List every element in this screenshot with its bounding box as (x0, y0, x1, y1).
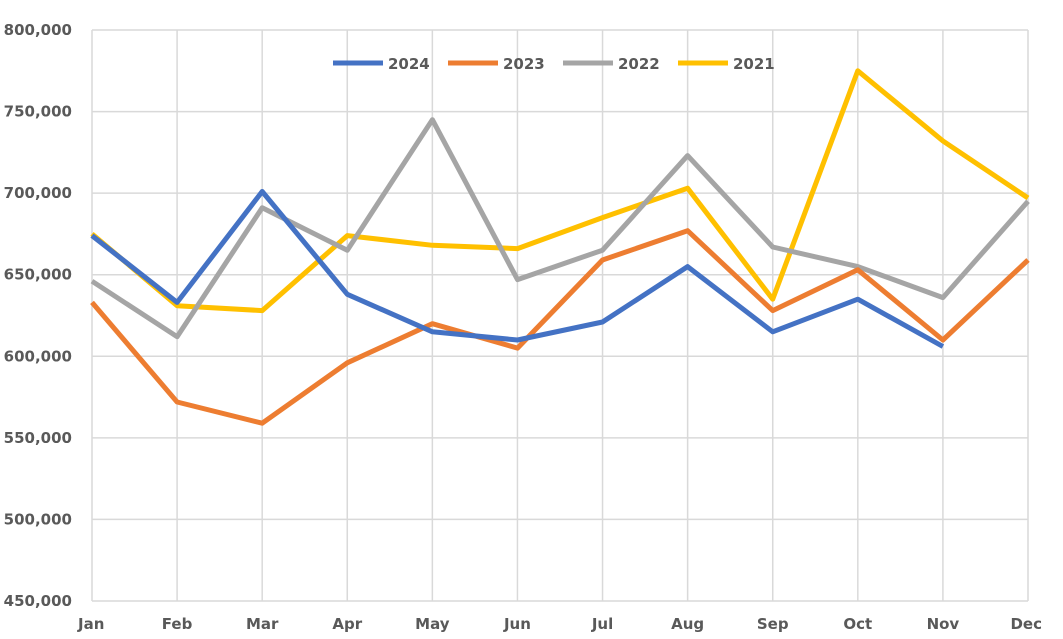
y-tick-label: 650,000 (4, 266, 72, 284)
x-tick-label: Feb (162, 615, 193, 633)
x-axis-tick-labels: Jan Feb Mar Apr May Jun Jul Aug Sep Oct Nov Dec (77, 615, 1042, 633)
y-tick-label: 550,000 (4, 429, 72, 447)
y-tick-label: 500,000 (4, 510, 72, 528)
x-tick-label: Mar (246, 615, 279, 633)
x-tick-label: Nov (927, 615, 960, 633)
series-lines (90, 68, 1030, 426)
y-tick-label: 450,000 (4, 592, 72, 610)
legend-label: 2024 (388, 55, 430, 73)
x-tick-label: Oct (843, 615, 872, 633)
y-tick-label: 600,000 (4, 347, 72, 365)
x-tick-label: May (415, 615, 450, 633)
legend-label: 2021 (733, 55, 775, 73)
x-tick-label: Aug (671, 615, 704, 633)
y-tick-label: 700,000 (4, 184, 72, 202)
chart-grid (91, 29, 1029, 602)
x-tick-label: Jul (591, 615, 613, 633)
y-tick-label: 800,000 (4, 21, 72, 39)
chart-legend: 2024 2023 2022 2021 (333, 55, 775, 73)
x-tick-label: Jun (503, 615, 531, 633)
series-line-2022 (90, 117, 1030, 340)
series-line-2021 (90, 68, 1030, 314)
x-tick-label: Jan (77, 615, 104, 633)
x-tick-label: Apr (332, 615, 362, 633)
x-tick-label: Sep (757, 615, 789, 633)
legend-label: 2023 (503, 55, 545, 73)
y-tick-label: 750,000 (4, 103, 72, 121)
x-tick-label: Dec (1010, 615, 1042, 633)
legend-label: 2022 (618, 55, 660, 73)
series-line-2024 (90, 189, 945, 349)
y-axis-tick-labels: 450,000 500,000 550,000 600,000 650,000 700,0… (4, 21, 72, 610)
series-line-2023 (90, 228, 1030, 426)
